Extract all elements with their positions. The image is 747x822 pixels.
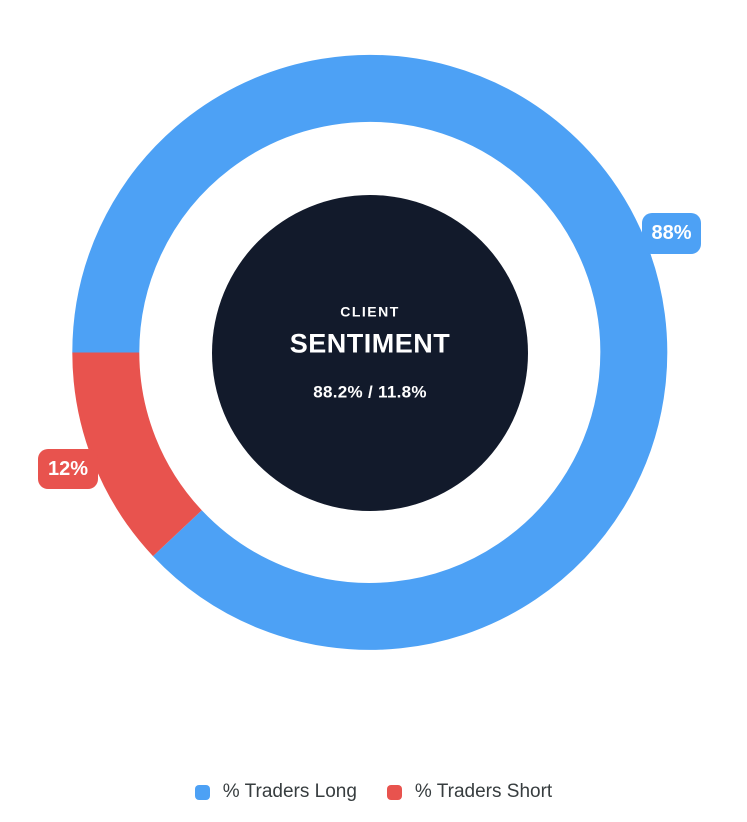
center-disc [212,195,528,511]
legend-item-traders-long[interactable]: % Traders Long [194,781,357,803]
legend-marker-long [194,784,210,800]
data-label-badge-long: 88% [642,213,701,254]
legend-label-long: % Traders Long [222,781,357,802]
chart-legend: % Traders Long % Traders Short [0,781,747,803]
legend-label-short: % Traders Short [414,781,553,802]
donut-segment-traders-long[interactable] [72,54,668,650]
legend-marker-short [386,784,402,800]
data-label-badge-short: 12% [38,449,98,489]
sentiment-donut-chart [72,54,668,650]
donut-segment-traders-short[interactable] [72,351,203,557]
legend-item-traders-short[interactable]: % Traders Short [386,781,553,803]
